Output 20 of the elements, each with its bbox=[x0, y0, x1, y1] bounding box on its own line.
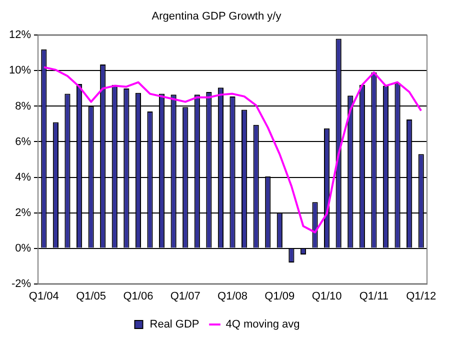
y-tick-label: 0% bbox=[15, 242, 32, 254]
y-tick-label: 6% bbox=[15, 136, 32, 148]
legend-label: 4Q moving avg bbox=[226, 318, 300, 331]
x-tick-label: Q1/12 bbox=[406, 290, 436, 302]
y-tick-label: 10% bbox=[8, 64, 32, 77]
x-tick-label: Q1/04 bbox=[28, 290, 59, 302]
y-tick-label: -2% bbox=[11, 278, 32, 290]
x-tick-label: Q1/09 bbox=[264, 290, 295, 302]
y-tick-label: 8% bbox=[15, 100, 32, 112]
y-tick-label: 4% bbox=[15, 171, 32, 184]
x-tick-label: Q1/07 bbox=[170, 290, 200, 302]
x-tick-label: Q1/11 bbox=[359, 290, 389, 302]
chart-title: Argentina GDP Growth y/y bbox=[152, 10, 282, 23]
legend-label: Real GDP bbox=[150, 318, 200, 331]
x-tick-label: Q1/10 bbox=[312, 290, 342, 302]
x-tick-label: Q1/06 bbox=[123, 290, 154, 302]
x-tick-label: Q1/08 bbox=[218, 290, 248, 302]
x-tick-label: Q1/05 bbox=[76, 290, 106, 302]
y-tick-label: 2% bbox=[15, 206, 32, 219]
y-tick-label: 12% bbox=[8, 29, 32, 42]
